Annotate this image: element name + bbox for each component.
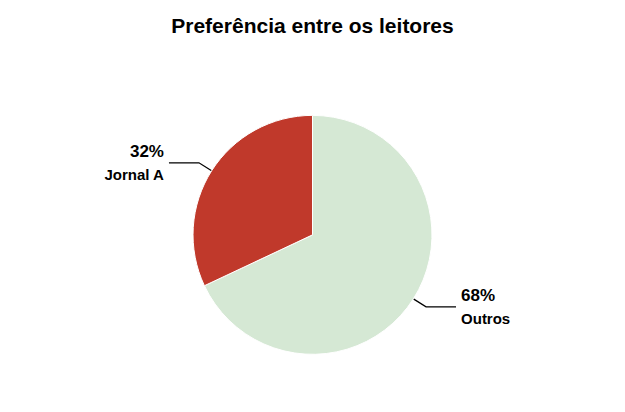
svg-text:Preferência entre os leitores: Preferência entre os leitores (171, 14, 453, 37)
svg-text:Jornal A: Jornal A (104, 166, 164, 183)
svg-text:Outros: Outros (461, 310, 510, 327)
svg-text:68%: 68% (461, 286, 495, 305)
svg-text:32%: 32% (130, 142, 164, 161)
